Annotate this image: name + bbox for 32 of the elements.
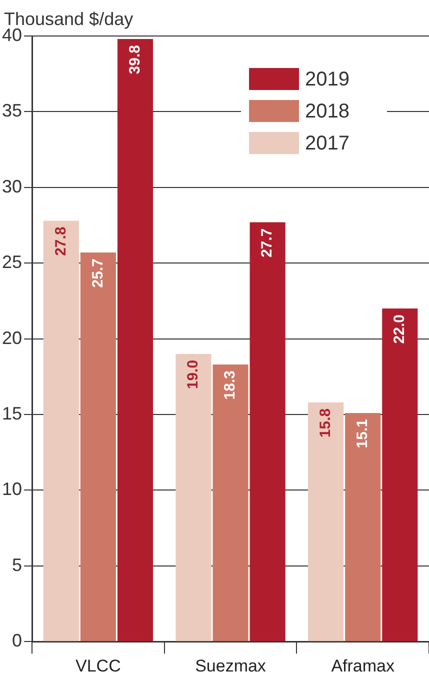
y-tick-label: 10 [2,479,22,500]
y-tick-label: 5 [12,554,22,575]
y-tick-label: 20 [2,328,22,348]
bar [308,402,344,642]
data-label: 22.0 [391,314,408,344]
data-label: 15.1 [354,418,371,448]
data-label: 25.7 [89,258,106,288]
x-tick-label: Aframax [331,656,395,676]
data-label: 19.0 [184,360,202,390]
data-label: 18.3 [222,370,239,400]
data-label: 27.7 [258,228,276,258]
data-label: 27.8 [52,226,70,256]
y-tick-label: 15 [2,403,22,424]
legend-label: 2017 [305,132,350,155]
y-tick-label: 25 [2,252,22,272]
x-tick-label: VLCC [76,656,121,676]
bar [117,39,154,642]
bar [176,354,212,642]
legend-label: 2018 [305,100,350,123]
bar [250,222,286,642]
data-label: 39.8 [126,45,144,74]
legend-label: 2019 [305,68,350,91]
y-tick-label: 30 [2,176,22,196]
bar [382,308,418,642]
bar [212,364,248,642]
data-label: 15.8 [316,408,334,438]
y-tick-label: 35 [2,100,22,121]
bar [43,220,79,642]
bar [345,412,381,642]
x-tick-label: Suezmax [195,656,266,676]
y-tick-label: 0 [12,630,22,651]
bar [80,252,116,642]
